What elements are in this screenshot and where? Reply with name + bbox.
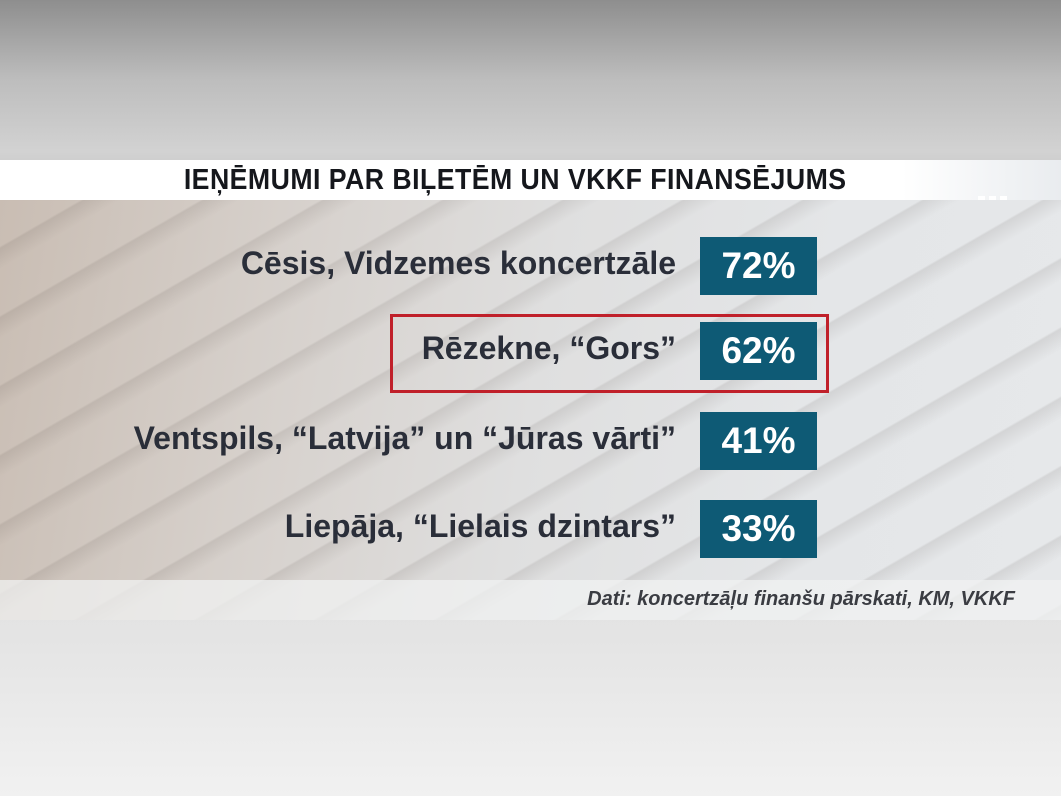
category-label: Ventspils, “Latvija” un “Jūras vārti”	[133, 420, 676, 456]
table-row: Liepāja, “Lielais dzintars” 33%	[0, 500, 1061, 558]
table-row: Rēzekne, “Gors” 62%	[0, 322, 1061, 380]
chart-panel	[0, 200, 1061, 620]
category-label: Liepāja, “Lielais dzintars”	[284, 508, 676, 544]
category-label: Cēsis, Vidzemes koncertzāle	[240, 245, 676, 281]
category-label: Rēzekne, “Gors”	[421, 330, 676, 366]
more-dots-icon	[978, 196, 1007, 203]
value-badge: 41%	[700, 412, 817, 470]
table-row: Cēsis, Vidzemes koncertzāle 72%	[0, 237, 1061, 295]
source-note: Dati: koncertzāļu finanšu pārskati, KM, …	[587, 588, 1015, 610]
chart-title: IEŅĒMUMI PAR BIĻETĒM UN VKKF FINANSĒJUMS	[184, 163, 847, 196]
table-row: Ventspils, “Latvija” un “Jūras vārti” 41…	[0, 412, 1061, 470]
value-badge: 72%	[700, 237, 817, 295]
highlight-box	[390, 314, 829, 393]
source-strip: Dati: koncertzāļu finanšu pārskati, KM, …	[0, 580, 1061, 620]
title-bar: IEŅĒMUMI PAR BIĻETĒM UN VKKF FINANSĒJUMS	[0, 160, 1061, 200]
value-badge: 33%	[700, 500, 817, 558]
value-badge: 62%	[700, 322, 817, 380]
